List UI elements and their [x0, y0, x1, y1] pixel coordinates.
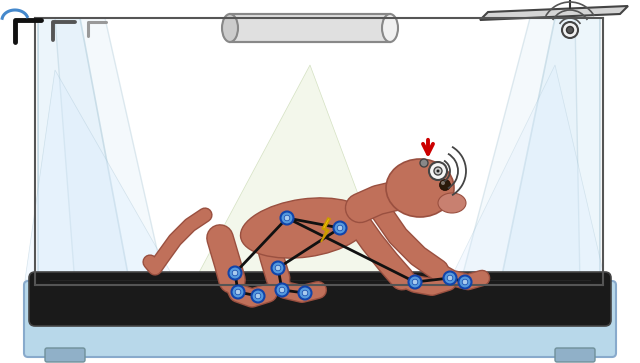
Circle shape	[441, 181, 445, 185]
Polygon shape	[321, 218, 330, 242]
Circle shape	[420, 159, 428, 167]
FancyBboxPatch shape	[29, 272, 611, 326]
Circle shape	[255, 293, 261, 299]
FancyBboxPatch shape	[45, 348, 85, 362]
Circle shape	[298, 286, 312, 299]
Polygon shape	[55, 18, 165, 285]
Ellipse shape	[386, 159, 454, 217]
Circle shape	[562, 22, 578, 38]
Circle shape	[279, 287, 285, 293]
Polygon shape	[450, 65, 605, 280]
Ellipse shape	[438, 193, 466, 213]
Circle shape	[228, 266, 241, 280]
Circle shape	[440, 179, 451, 191]
Circle shape	[333, 221, 346, 234]
Ellipse shape	[396, 167, 410, 185]
Circle shape	[275, 284, 289, 297]
Circle shape	[436, 170, 440, 172]
Polygon shape	[460, 18, 580, 285]
Polygon shape	[195, 65, 390, 280]
Circle shape	[462, 279, 468, 285]
Circle shape	[232, 286, 244, 298]
Circle shape	[232, 270, 238, 276]
Circle shape	[275, 265, 281, 271]
Polygon shape	[38, 18, 130, 285]
Circle shape	[566, 26, 573, 33]
Polygon shape	[25, 70, 175, 280]
Circle shape	[284, 215, 290, 221]
Circle shape	[280, 212, 294, 224]
FancyBboxPatch shape	[555, 348, 595, 362]
Circle shape	[412, 279, 418, 285]
Circle shape	[337, 225, 343, 231]
Ellipse shape	[382, 14, 398, 42]
Circle shape	[458, 276, 472, 289]
Polygon shape	[500, 18, 600, 285]
Ellipse shape	[222, 14, 238, 42]
Circle shape	[302, 290, 308, 296]
Circle shape	[271, 261, 285, 274]
Ellipse shape	[241, 198, 369, 258]
Circle shape	[408, 276, 422, 289]
Circle shape	[447, 275, 453, 281]
Polygon shape	[480, 6, 628, 20]
Circle shape	[429, 162, 447, 180]
Circle shape	[236, 289, 241, 295]
Circle shape	[252, 290, 264, 302]
Circle shape	[444, 272, 456, 285]
Bar	[230, 14, 390, 42]
FancyBboxPatch shape	[24, 281, 616, 357]
Circle shape	[434, 167, 442, 175]
